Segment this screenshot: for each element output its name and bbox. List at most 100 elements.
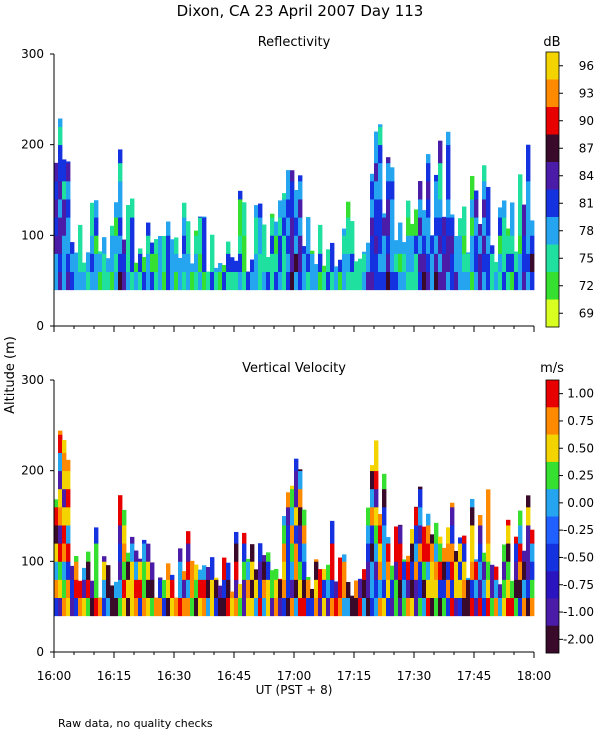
heatmap-cell	[442, 579, 447, 598]
heatmap-cell	[378, 561, 383, 580]
heatmap-cell	[58, 162, 63, 182]
heatmap-cell	[382, 597, 387, 617]
heatmap-cell	[478, 543, 483, 562]
heatmap-cell	[222, 271, 227, 291]
heatmap-cell	[86, 253, 91, 272]
vertical-velocity-colorbar-unit: m/s	[540, 361, 564, 376]
heatmap-cell	[62, 199, 67, 218]
heatmap-cell	[94, 527, 99, 544]
heatmap-cell	[418, 217, 423, 236]
heatmap-cell	[118, 180, 123, 200]
heatmap-cell	[526, 506, 531, 526]
heatmap-cell	[166, 253, 171, 272]
heatmap-cell	[170, 239, 175, 254]
heatmap-cell	[414, 579, 419, 598]
heatmap-cell	[346, 201, 351, 218]
heatmap-cell	[330, 242, 335, 254]
heatmap-cell	[62, 488, 67, 508]
heatmap-cell	[106, 597, 111, 617]
heatmap-cell	[494, 261, 499, 272]
heatmap-cell	[502, 271, 507, 291]
heatmap-cell	[54, 579, 59, 598]
heatmap-cell	[522, 253, 527, 272]
heatmap-cell	[458, 253, 463, 272]
heatmap-cell	[130, 543, 135, 562]
heatmap-cell	[198, 569, 203, 580]
heatmap-cell	[166, 271, 171, 291]
heatmap-cell	[474, 561, 479, 580]
heatmap-cell	[450, 271, 455, 291]
heatmap-cell	[130, 199, 135, 218]
heatmap-cell	[126, 253, 131, 272]
heatmap-cell	[518, 271, 523, 291]
heatmap-cell	[258, 579, 263, 598]
heatmap-cell	[242, 579, 247, 598]
heatmap-cell	[286, 180, 291, 200]
heatmap-cell	[118, 495, 123, 508]
heatmap-cell	[338, 271, 343, 291]
heatmap-cell	[406, 271, 411, 291]
heatmap-cell	[110, 235, 115, 254]
heatmap-cell	[466, 597, 471, 617]
heatmap-cell	[174, 597, 179, 617]
heatmap-cell	[394, 240, 399, 254]
heatmap-cell	[446, 579, 451, 598]
heatmap-cell	[358, 258, 363, 272]
heatmap-cell	[54, 199, 59, 218]
heatmap-cell	[130, 198, 135, 200]
heatmap-cell	[122, 543, 127, 562]
heatmap-cell	[146, 253, 151, 272]
heatmap-cell	[150, 253, 155, 272]
heatmap-cell	[166, 563, 171, 580]
heatmap-cell	[518, 235, 523, 254]
heatmap-cell	[322, 271, 327, 291]
colorbar-label: -0.25	[563, 523, 594, 537]
heatmap-cell	[118, 253, 123, 272]
heatmap-cell	[406, 253, 411, 272]
heatmap-cell	[62, 579, 67, 598]
colorbar-swatch	[546, 272, 559, 300]
heatmap-cell	[90, 580, 95, 598]
heatmap-cell	[386, 235, 391, 254]
heatmap-cell	[202, 579, 207, 598]
heatmap-cell	[442, 235, 447, 254]
colorbar-label: 0.50	[567, 441, 594, 455]
heatmap-cell	[54, 271, 59, 291]
heatmap-cell	[478, 525, 483, 544]
heatmap-cell	[414, 561, 419, 580]
heatmap-cell	[298, 488, 303, 508]
heatmap-cell	[426, 561, 431, 580]
heatmap-cell	[530, 597, 535, 617]
heatmap-cell	[290, 217, 295, 236]
heatmap-cell	[390, 271, 395, 291]
heatmap-cell	[514, 251, 519, 254]
heatmap-cell	[182, 597, 187, 617]
heatmap-cell	[350, 595, 355, 598]
heatmap-cell	[518, 199, 523, 218]
heatmap-cell	[242, 543, 247, 562]
heatmap-cell	[446, 527, 451, 544]
heatmap-cell	[290, 253, 295, 272]
heatmap-cell	[126, 205, 131, 218]
heatmap-cell	[118, 149, 123, 164]
heatmap-cell	[198, 216, 203, 218]
heatmap-cell	[222, 597, 227, 617]
heatmap-cell	[522, 204, 527, 218]
heatmap-cell	[430, 253, 435, 272]
heatmap-cell	[330, 525, 335, 544]
heatmap-cell	[62, 162, 67, 182]
heatmap-cell	[78, 224, 83, 236]
heatmap-cell	[474, 235, 479, 254]
heatmap-cell	[378, 124, 383, 127]
heatmap-cell	[138, 597, 143, 617]
heatmap-cell	[74, 579, 79, 598]
heatmap-cell	[226, 271, 231, 291]
heatmap-cell	[170, 253, 175, 272]
heatmap-cell	[450, 502, 455, 508]
heatmap-cell	[438, 199, 443, 218]
heatmap-cell	[502, 597, 507, 617]
heatmap-cell	[402, 253, 407, 272]
heatmap-cell	[310, 250, 315, 254]
heatmap-cell	[390, 199, 395, 218]
heatmap-cell	[110, 253, 115, 272]
